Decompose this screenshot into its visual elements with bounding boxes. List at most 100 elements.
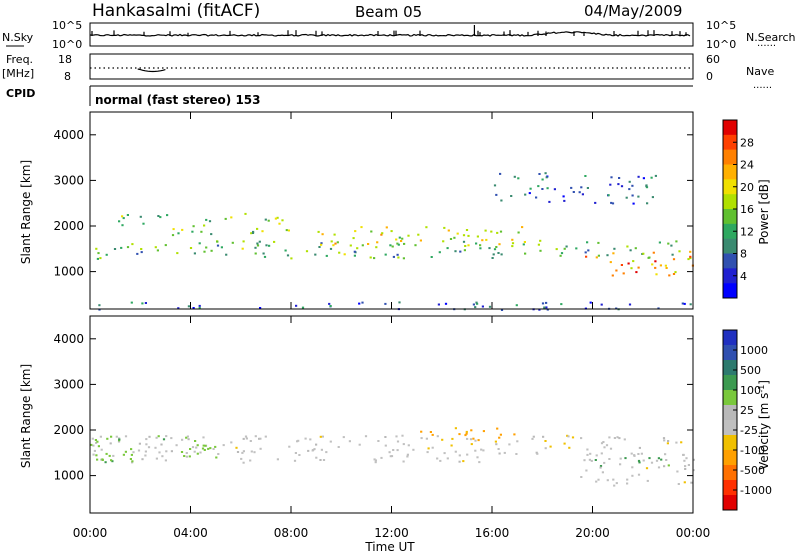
data-cell [398,301,401,304]
data-cell [594,459,597,461]
data-cell [407,444,410,447]
y-tick-label: 1000 [53,265,84,279]
data-cell [588,458,591,461]
data-cell [373,257,376,260]
data-cell [348,440,351,443]
data-cell [412,448,415,451]
data-cell [583,459,586,462]
data-cell [508,443,511,446]
data-cell [390,230,393,233]
data-cell [122,453,125,456]
data-cell [511,238,514,241]
data-cell [216,240,219,243]
data-cell [187,305,190,308]
data-cell [586,241,589,244]
data-cell [517,177,520,180]
data-cell [314,253,317,256]
data-cell [617,183,620,186]
data-cell [325,254,328,257]
data-cell [263,255,267,258]
data-cell [252,230,255,233]
data-cell [400,240,403,242]
data-cell [321,435,324,438]
data-cell [157,215,160,217]
data-cell [162,438,166,441]
data-cell [295,304,298,307]
data-cell [131,461,134,464]
data-cell [436,457,439,460]
nave-top-tick: 60 [706,53,720,66]
data-cell [353,254,356,257]
data-cell [396,440,400,443]
data-cell [141,302,144,305]
data-cell [606,479,609,482]
data-cell [121,215,124,218]
x-tick-label: 16:00 [475,526,510,540]
data-cell [628,303,632,306]
data-cell [256,227,259,230]
colorbar-segment [723,435,737,451]
data-cell [615,269,618,272]
data-cell [217,453,220,455]
data-cell [264,218,267,221]
data-cell [185,455,188,458]
data-cell [503,451,506,454]
data-cell [187,438,190,441]
data-cell [493,184,497,187]
data-cell [587,249,590,252]
data-cell [320,243,323,246]
data-cell [667,242,670,245]
data-cell [459,250,462,253]
data-cell [500,199,503,202]
colorbar-segment [723,420,737,436]
data-cell [99,435,102,438]
data-cell [634,247,637,250]
data-cell [498,452,501,455]
data-cell [453,236,456,239]
data-cell [181,228,184,231]
data-cell [585,255,588,258]
data-cell [242,450,245,453]
data-cell [683,302,686,305]
data-cell [586,448,589,451]
data-cell [467,234,470,237]
data-cell [198,307,201,309]
y-tick-label: 4000 [53,332,84,346]
data-cell [93,449,96,452]
data-cell [441,438,444,441]
data-cell [196,444,199,447]
power-panel [89,111,694,310]
data-cell [407,234,410,237]
data-cell [676,470,679,473]
data-cell [560,303,563,306]
data-cell [124,435,128,438]
data-cell [613,484,616,487]
data-cell [609,183,612,186]
data-cell [584,251,587,254]
data-cell [632,260,635,263]
data-cell [389,244,392,247]
data-cell [663,465,666,468]
data-cell [476,235,479,238]
colorbar-segment [723,194,737,210]
data-cell [124,450,127,453]
colorbar-tick-label: 8 [740,248,747,261]
data-cell [241,451,244,454]
data-cell [250,450,253,453]
y-tick-label: 2000 [53,423,84,437]
data-cell [108,454,111,457]
data-cell [352,237,355,240]
data-cell [392,255,395,258]
data-cell [140,251,143,254]
data-cell [374,461,377,464]
data-cell [657,307,660,310]
data-cell [156,249,159,252]
colorbar-tick-label: 1000 [740,344,768,357]
data-cell [329,440,332,443]
data-cell [142,222,145,225]
data-cell [278,222,281,225]
velocity-colorbar: 1000 500 100 25 -25 -100 -500 -1000 [722,329,772,511]
power-colorbar: 28 24 20 16 12 8 4 [722,119,754,299]
data-cell [548,200,551,203]
data-cell [652,251,655,254]
